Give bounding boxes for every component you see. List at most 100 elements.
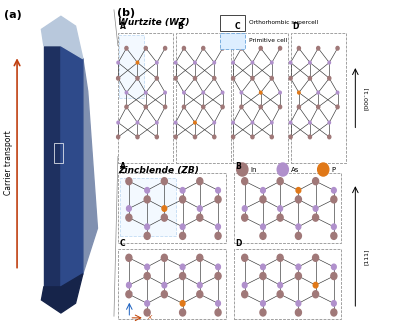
Circle shape bbox=[332, 187, 336, 193]
Circle shape bbox=[260, 309, 266, 316]
Circle shape bbox=[317, 105, 320, 109]
Circle shape bbox=[145, 187, 149, 193]
Text: D: D bbox=[292, 22, 298, 31]
Circle shape bbox=[136, 76, 139, 80]
Bar bbox=[234, 249, 342, 319]
Circle shape bbox=[251, 135, 254, 139]
Circle shape bbox=[216, 264, 220, 270]
Circle shape bbox=[197, 178, 203, 185]
Circle shape bbox=[289, 61, 292, 64]
Circle shape bbox=[144, 232, 150, 239]
Circle shape bbox=[278, 282, 283, 288]
Text: B: B bbox=[235, 162, 241, 171]
Circle shape bbox=[216, 224, 220, 230]
Text: X: X bbox=[147, 315, 152, 320]
Circle shape bbox=[213, 61, 215, 64]
Circle shape bbox=[202, 91, 204, 94]
Circle shape bbox=[180, 264, 185, 270]
Circle shape bbox=[216, 187, 220, 193]
Circle shape bbox=[156, 61, 158, 64]
Circle shape bbox=[277, 214, 283, 221]
Circle shape bbox=[296, 187, 301, 193]
Circle shape bbox=[163, 105, 167, 109]
Bar bbox=[220, 33, 245, 49]
Circle shape bbox=[259, 91, 262, 94]
Polygon shape bbox=[61, 46, 83, 287]
Circle shape bbox=[261, 264, 265, 270]
Circle shape bbox=[162, 291, 167, 298]
Circle shape bbox=[296, 309, 301, 316]
Circle shape bbox=[162, 178, 167, 185]
Circle shape bbox=[240, 105, 243, 109]
Circle shape bbox=[232, 121, 234, 124]
Circle shape bbox=[145, 301, 149, 306]
Circle shape bbox=[296, 264, 301, 270]
Circle shape bbox=[289, 76, 292, 80]
Circle shape bbox=[162, 254, 167, 261]
Text: [111]: [111] bbox=[364, 248, 369, 265]
Circle shape bbox=[261, 301, 265, 306]
Circle shape bbox=[331, 232, 337, 239]
Bar bbox=[234, 173, 342, 243]
Bar bbox=[118, 33, 173, 163]
Circle shape bbox=[180, 224, 185, 230]
Circle shape bbox=[260, 232, 266, 239]
Bar bbox=[290, 33, 346, 163]
Circle shape bbox=[231, 135, 235, 139]
Circle shape bbox=[298, 91, 300, 94]
Circle shape bbox=[240, 46, 243, 50]
Circle shape bbox=[180, 273, 185, 279]
Circle shape bbox=[289, 121, 292, 124]
Circle shape bbox=[242, 254, 248, 261]
Circle shape bbox=[317, 91, 320, 94]
Circle shape bbox=[242, 178, 248, 185]
Circle shape bbox=[144, 196, 150, 203]
Circle shape bbox=[242, 214, 248, 221]
Circle shape bbox=[318, 163, 329, 176]
Circle shape bbox=[126, 291, 132, 298]
Text: C: C bbox=[235, 22, 240, 31]
Circle shape bbox=[126, 254, 132, 261]
Circle shape bbox=[277, 291, 283, 298]
Circle shape bbox=[232, 61, 234, 64]
Circle shape bbox=[336, 46, 339, 50]
Circle shape bbox=[289, 135, 292, 139]
Circle shape bbox=[259, 46, 262, 50]
Text: As: As bbox=[291, 167, 299, 172]
Circle shape bbox=[202, 105, 205, 109]
Circle shape bbox=[197, 282, 202, 288]
Bar bbox=[233, 33, 288, 163]
Circle shape bbox=[202, 46, 205, 50]
Bar bbox=[53, 143, 63, 163]
Circle shape bbox=[125, 46, 128, 50]
Circle shape bbox=[317, 46, 320, 50]
Text: C: C bbox=[119, 239, 125, 248]
Circle shape bbox=[174, 135, 177, 139]
Polygon shape bbox=[41, 16, 83, 59]
Circle shape bbox=[242, 282, 247, 288]
Circle shape bbox=[270, 121, 273, 124]
Text: A: A bbox=[119, 162, 125, 171]
Text: Z: Z bbox=[127, 292, 131, 297]
Circle shape bbox=[136, 121, 139, 124]
Text: Wurtzite (WZ): Wurtzite (WZ) bbox=[118, 18, 190, 27]
Text: P: P bbox=[332, 167, 336, 172]
Circle shape bbox=[193, 76, 196, 80]
Polygon shape bbox=[44, 46, 61, 287]
Bar bbox=[118, 249, 226, 319]
Bar bbox=[118, 173, 226, 243]
Circle shape bbox=[194, 61, 196, 64]
Circle shape bbox=[117, 61, 119, 64]
Circle shape bbox=[277, 178, 283, 185]
Circle shape bbox=[144, 46, 147, 50]
Circle shape bbox=[144, 105, 147, 109]
Circle shape bbox=[174, 61, 177, 64]
Circle shape bbox=[215, 309, 221, 316]
Circle shape bbox=[251, 76, 254, 80]
Circle shape bbox=[180, 309, 185, 316]
Circle shape bbox=[261, 187, 265, 193]
Circle shape bbox=[127, 206, 131, 211]
Circle shape bbox=[332, 301, 336, 306]
Text: D: D bbox=[235, 239, 242, 248]
Circle shape bbox=[162, 214, 167, 221]
